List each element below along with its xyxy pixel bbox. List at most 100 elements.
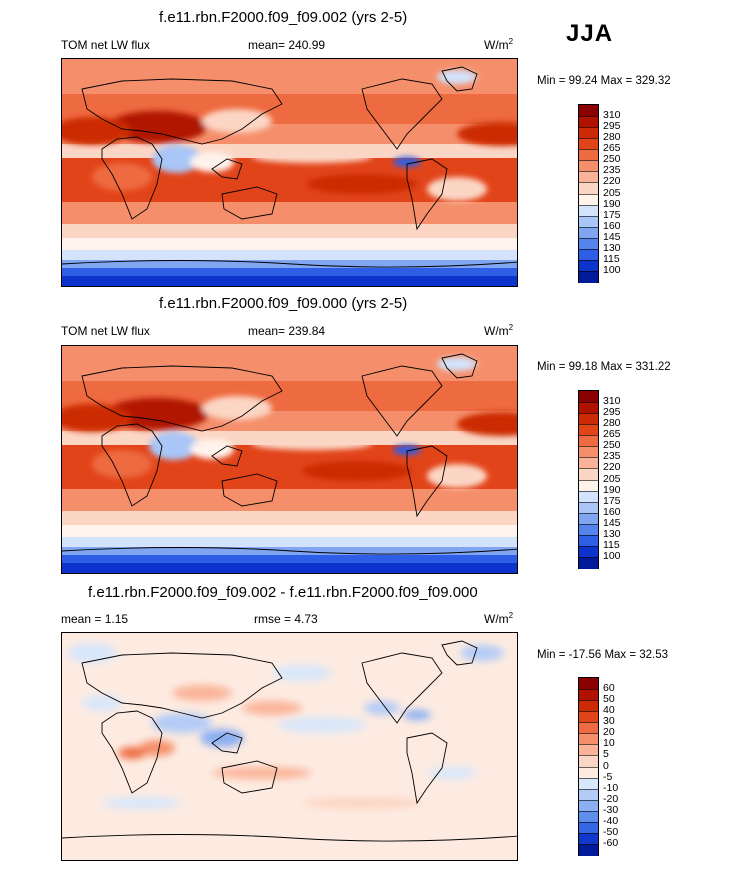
panel-3-mean-label: mean = 1.15: [61, 612, 129, 626]
colorbar-separator: [579, 777, 598, 779]
colorbar-separator: [579, 127, 598, 129]
colorbar-separator: [579, 501, 598, 503]
colorbar-swatch: [579, 744, 598, 756]
colorbar-tick-label: 60: [603, 682, 615, 695]
colorbar-swatch: [579, 490, 598, 503]
colorbar-separator: [579, 556, 598, 558]
colorbar-tick-label: 115: [603, 538, 620, 551]
colorbar-separator: [579, 402, 598, 404]
colorbar-swatch: [579, 424, 598, 436]
colorbar-tick-label: 115: [603, 252, 620, 265]
colorbar-tick-label: 50: [603, 693, 615, 706]
colorbar-tick-label: 205: [603, 186, 621, 199]
colorbar-swatch: [579, 138, 598, 150]
colorbar-tick-label: -20: [603, 792, 619, 805]
panel-3-map: [61, 632, 518, 861]
colorbar-separator: [579, 689, 598, 691]
colorbar-tick-label: 130: [603, 527, 621, 540]
colorbar-swatch: [579, 105, 598, 117]
colorbar-swatch: [579, 193, 598, 206]
colorbar-swatch: [579, 821, 598, 834]
colorbar-separator: [579, 832, 598, 834]
colorbar-separator: [579, 226, 598, 228]
colorbar-tick-label: 220: [603, 175, 621, 188]
colorbar-tick-label: -50: [603, 825, 619, 838]
colorbar-tick-label: 145: [603, 230, 621, 243]
colorbar-separator: [579, 468, 598, 470]
colorbar-swatch: [579, 512, 598, 525]
colorbar-tick-label: 295: [603, 406, 621, 419]
colorbar-tick-label: 280: [603, 417, 621, 430]
colorbar-separator: [579, 116, 598, 118]
colorbar-tick-label: 160: [603, 219, 621, 232]
colorbar-swatch: [579, 259, 598, 272]
colorbar-tick-label: 145: [603, 516, 621, 529]
colorbar-separator: [579, 843, 598, 845]
panel-2-colorbar: [578, 390, 599, 569]
colorbar-swatch: [579, 766, 598, 779]
colorbar-separator: [579, 424, 598, 426]
colorbar-swatch: [579, 127, 598, 139]
colorbar-tick-label: 250: [603, 153, 621, 166]
colorbar-separator: [579, 182, 598, 184]
colorbar-swatch: [579, 204, 598, 217]
colorbar-tick-label: 280: [603, 131, 621, 144]
panel-1-colorbar: [578, 104, 599, 283]
panel-3-title: f.e11.rbn.F2000.f09_f09.002 - f.e11.rbn.…: [88, 584, 478, 601]
colorbar-tick-label: 220: [603, 461, 621, 474]
panel-2-variable-label: TOM net LW flux: [61, 324, 150, 338]
colorbar-swatch: [579, 270, 598, 283]
colorbar-tick-label: -30: [603, 803, 619, 816]
colorbar-tick-label: 265: [603, 142, 621, 155]
colorbar-separator: [579, 171, 598, 173]
panel-1-minmax: Min = 99.24 Max = 329.32: [537, 75, 671, 87]
colorbar-separator: [579, 259, 598, 261]
panel-3-rmse-label: rmse = 4.73: [254, 612, 318, 626]
colorbar-swatch: [579, 678, 598, 690]
colorbar-swatch: [579, 402, 598, 414]
colorbar-separator: [579, 722, 598, 724]
colorbar-tick-label: 0: [603, 759, 609, 772]
colorbar-swatch: [579, 556, 598, 569]
colorbar-tick-label: 310: [603, 109, 621, 122]
colorbar-swatch: [579, 501, 598, 514]
colorbar-tick-label: 160: [603, 505, 621, 518]
panel-2-mean-label: mean= 239.84: [248, 324, 326, 338]
colorbar-swatch: [579, 733, 598, 745]
colorbar-separator: [579, 149, 598, 151]
colorbar-separator: [579, 138, 598, 140]
colorbar-tick-label: 190: [603, 483, 621, 496]
colorbar-swatch: [579, 116, 598, 128]
colorbar-swatch: [579, 788, 598, 801]
colorbar-separator: [579, 435, 598, 437]
panel-1-title: f.e11.rbn.F2000.f09_f09.002 (yrs 2-5): [159, 9, 408, 26]
colorbar-tick-label: 30: [603, 715, 615, 728]
colorbar-separator: [579, 248, 598, 250]
colorbar-tick-label: 235: [603, 164, 621, 177]
colorbar-swatch: [579, 226, 598, 239]
colorbar-swatch: [579, 523, 598, 536]
colorbar-separator: [579, 204, 598, 206]
colorbar-swatch: [579, 777, 598, 790]
colorbar-tick-label: -40: [603, 814, 619, 827]
colorbar-tick-label: 250: [603, 439, 621, 452]
colorbar-tick-label: 100: [603, 263, 621, 276]
colorbar-tick-label: -5: [603, 770, 613, 783]
panel-3-units: W/m2: [484, 611, 514, 626]
colorbar-swatch: [579, 149, 598, 161]
colorbar-separator: [579, 523, 598, 525]
colorbar-swatch: [579, 446, 598, 458]
colorbar-tick-label: 130: [603, 241, 621, 254]
colorbar-tick-label: 40: [603, 704, 615, 717]
colorbar-tick-label: -60: [603, 836, 619, 849]
colorbar-separator: [579, 810, 598, 812]
colorbar-swatch: [579, 479, 598, 492]
panel-2-map: [61, 345, 518, 574]
colorbar-tick-label: 10: [603, 737, 615, 750]
panel-3-colorbar: [578, 677, 599, 856]
colorbar-separator: [579, 788, 598, 790]
colorbar-tick-label: -10: [603, 781, 619, 794]
colorbar-tick-label: 190: [603, 197, 621, 210]
colorbar-tick-label: 235: [603, 450, 621, 463]
colorbar-separator: [579, 215, 598, 217]
